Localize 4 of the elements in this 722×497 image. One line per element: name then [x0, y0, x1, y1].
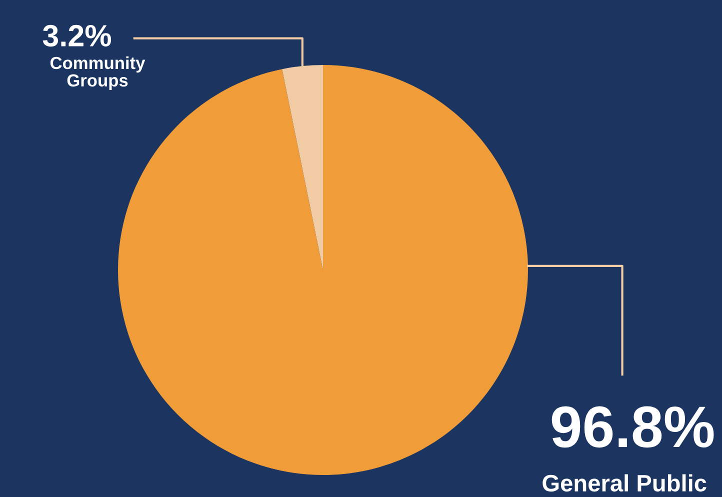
- slice-label: General Public: [542, 474, 706, 492]
- data-label: 3.2%: [42, 24, 112, 47]
- data-label: 96.8%: [552, 406, 714, 448]
- slice-label: Community Groups: [50, 56, 146, 90]
